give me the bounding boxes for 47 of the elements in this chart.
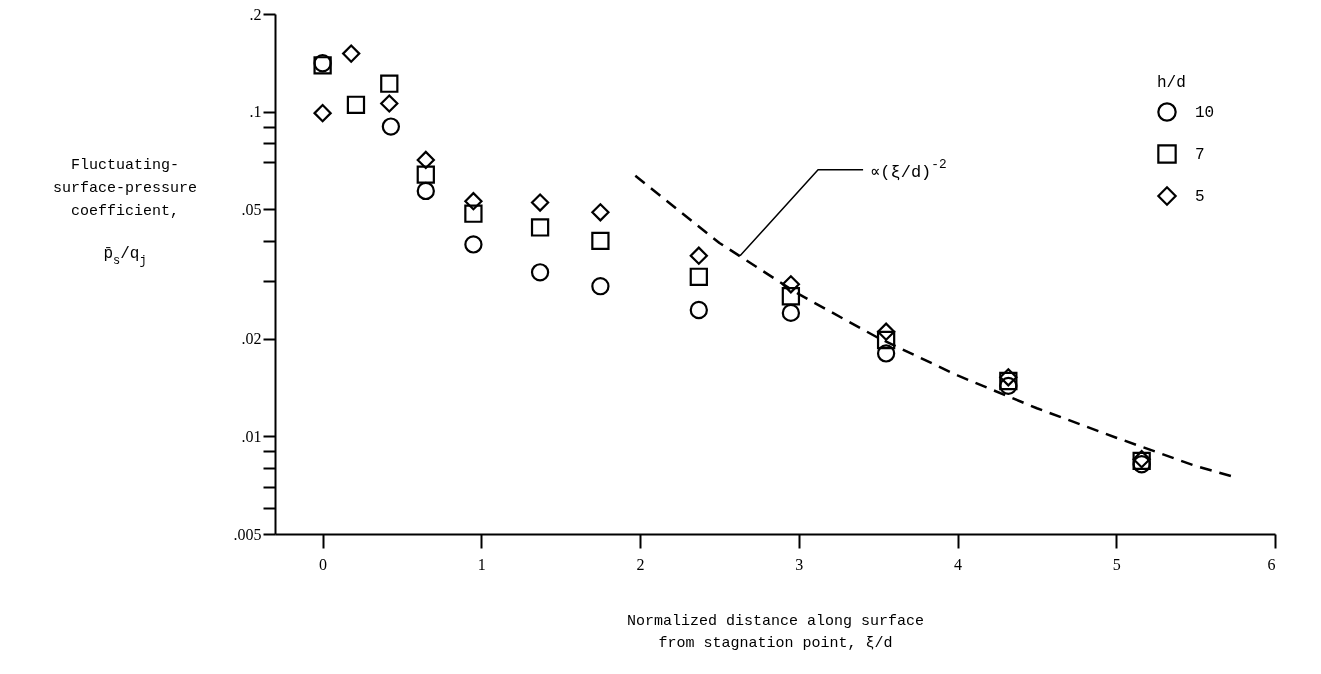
point [342, 44, 361, 63]
x-tick-label: 1 [477, 555, 486, 573]
point [591, 231, 610, 251]
legend-label: 7 [1195, 146, 1205, 164]
y-tick-label: .02 [241, 330, 262, 348]
x-tick-label: 2 [636, 555, 645, 573]
point [781, 287, 801, 306]
point [313, 103, 332, 123]
point [381, 117, 401, 136]
y-tick-label: .01 [241, 427, 262, 445]
point [781, 303, 801, 323]
x-axis-title: Normalized distance along surface from stagnation point, ξ/d [626, 612, 925, 652]
point [464, 235, 483, 254]
x-tick-label: 3 [795, 555, 804, 573]
legend-title: h/d [1157, 74, 1186, 92]
point [689, 300, 708, 320]
point [876, 330, 896, 350]
point [876, 322, 896, 341]
point [591, 203, 610, 222]
point [464, 192, 483, 211]
point [416, 150, 435, 170]
y-tick-label: .05 [241, 200, 262, 218]
y-tick-label: .1 [249, 103, 262, 121]
x-tick-label: 4 [954, 555, 963, 573]
point [464, 204, 483, 223]
point [380, 74, 399, 93]
point [689, 246, 708, 265]
point [876, 344, 896, 363]
point [416, 165, 435, 184]
point [999, 371, 1018, 391]
point [591, 277, 610, 296]
x-tick-label: 0 [319, 555, 328, 573]
y-tick-label: .005 [233, 525, 262, 543]
point [530, 193, 550, 212]
point [999, 376, 1018, 396]
y-tick-label: .2 [249, 5, 262, 23]
point [380, 94, 399, 113]
point [530, 218, 550, 237]
point [416, 181, 435, 201]
legend-label: 10 [1195, 104, 1215, 122]
x-tick-label: 5 [1112, 555, 1121, 573]
point [781, 275, 801, 294]
legend-label: 5 [1195, 188, 1205, 206]
point [346, 95, 366, 114]
x-tick-label: 6 [1267, 555, 1276, 573]
point [689, 267, 708, 286]
point [530, 263, 550, 282]
